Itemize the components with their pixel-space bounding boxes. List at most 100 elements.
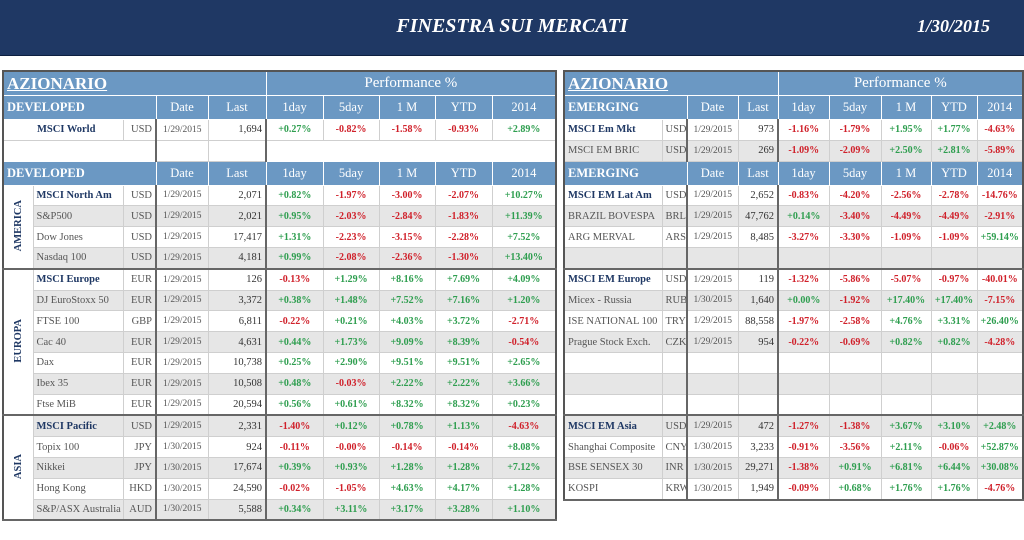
index-name: DJ EuroStoxx 50 bbox=[32, 289, 124, 312]
last-value: 4,181 bbox=[207, 246, 268, 270]
region-label: EUROPA bbox=[2, 268, 34, 417]
empty-cell bbox=[661, 351, 688, 374]
index-name: Micex - Russia bbox=[563, 289, 663, 312]
column-header-m1: 1 M bbox=[378, 160, 436, 186]
perf-d5: -0.03% bbox=[322, 372, 380, 395]
empty-cell bbox=[737, 351, 779, 374]
currency: EUR bbox=[122, 351, 157, 374]
last-value: 126 bbox=[207, 268, 268, 291]
currency: AUD bbox=[122, 498, 157, 522]
perf-y2014: +13.40% bbox=[491, 246, 557, 270]
currency: USD bbox=[661, 414, 688, 438]
perf-d1: -3.27% bbox=[777, 226, 830, 248]
perf-ytd: +8.39% bbox=[434, 331, 493, 353]
empty-cell bbox=[976, 372, 1024, 395]
column-header-m1: 1 M bbox=[378, 95, 436, 120]
currency: USD bbox=[122, 119, 157, 141]
column-header-date: Date bbox=[155, 95, 209, 120]
currency: HKD bbox=[122, 477, 157, 500]
index-name: FTSE 100 bbox=[32, 310, 124, 333]
perf-ytd: +9.51% bbox=[434, 351, 493, 374]
table-row: EUROPA MSCI Europe EUR 1/29/2015 126 -0.13% +1… bbox=[2, 268, 557, 417]
perf-m1: +2.11% bbox=[880, 436, 932, 458]
perf-d1: -1.09% bbox=[777, 139, 830, 162]
perf-d1: +0.95% bbox=[265, 205, 324, 228]
perf-d1: -1.32% bbox=[777, 268, 830, 291]
last-value: 2,652 bbox=[737, 184, 779, 207]
table-row: BSE SENSEX 30 INR 1/30/2015 29,271 -1.38% +0.… bbox=[563, 456, 1024, 479]
last-value: 1,640 bbox=[737, 289, 779, 312]
perf-d5: +1.29% bbox=[322, 268, 380, 291]
table-row: MSCI Em Mkt USD 1/29/2015 973 -1.16% -1.79% +1… bbox=[563, 119, 1024, 141]
column-header-d1: 1day bbox=[265, 160, 324, 186]
perf-m1: +3.67% bbox=[880, 414, 932, 438]
quote-date: 1/30/2015 bbox=[155, 456, 209, 479]
currency: USD bbox=[661, 139, 688, 162]
perf-y2014: +7.52% bbox=[491, 226, 557, 248]
perf-m1: +17.40% bbox=[880, 289, 932, 312]
currency: CZK bbox=[661, 331, 688, 353]
last-value: 3,233 bbox=[737, 436, 779, 458]
empty-cell bbox=[930, 372, 978, 395]
perf-m1: +0.78% bbox=[378, 414, 436, 438]
table-row: Topix 100 JPY 1/30/2015 924 -0.11% -0.00% -0.1… bbox=[3, 436, 557, 458]
empty-cell bbox=[661, 246, 688, 270]
table-row: Hong Kong HKD 1/30/2015 24,590 -0.02% -1.05% +… bbox=[3, 477, 557, 500]
perf-ytd: -2.07% bbox=[434, 184, 493, 207]
empty-cell bbox=[563, 372, 663, 395]
empty-cell bbox=[880, 246, 932, 270]
perf-d5: -2.23% bbox=[322, 226, 380, 248]
currency: USD bbox=[122, 205, 157, 228]
perf-m1: +7.52% bbox=[378, 289, 436, 312]
table-row: MSCI World USD 1/29/2015 1,694 +0.27% -0.82% -… bbox=[2, 119, 557, 141]
perf-y2014: +10.27% bbox=[491, 184, 557, 207]
perf-d1: -0.22% bbox=[265, 310, 324, 333]
perf-ytd: +1.76% bbox=[930, 477, 978, 501]
region-name: AMERICA bbox=[12, 199, 24, 251]
perf-m1: +4.76% bbox=[880, 310, 932, 333]
perf-ytd: +7.69% bbox=[434, 268, 493, 291]
last-value: 973 bbox=[737, 119, 779, 141]
region-label: AMERICA bbox=[2, 184, 34, 270]
currency: RUB bbox=[661, 289, 688, 312]
table-row: Nasdaq 100 USD 1/29/2015 4,181 +0.99% -2.08% -… bbox=[3, 246, 557, 270]
perf-d5: +0.93% bbox=[322, 456, 380, 479]
perf-y2014: -5.89% bbox=[976, 139, 1024, 162]
section-label: EMERGING bbox=[563, 160, 688, 186]
perf-d5: -2.08% bbox=[322, 246, 380, 270]
quote-date: 1/29/2015 bbox=[155, 246, 209, 270]
perf-ytd: +4.17% bbox=[434, 477, 493, 500]
quote-date: 1/29/2015 bbox=[155, 331, 209, 353]
quote-date: 1/30/2015 bbox=[155, 498, 209, 522]
table-row bbox=[563, 393, 1024, 417]
perf-d1: +0.27% bbox=[265, 119, 324, 141]
column-header-ytd: YTD bbox=[434, 160, 493, 186]
table-row: ISE NATIONAL 100 TRY 1/29/2015 88,558 -1.97%… bbox=[563, 310, 1024, 333]
perf-d5: +3.11% bbox=[322, 498, 380, 522]
last-value: 5,588 bbox=[207, 498, 268, 522]
quote-date: 1/29/2015 bbox=[686, 414, 739, 438]
perf-d5: +0.61% bbox=[322, 393, 380, 417]
index-name: Cac 40 bbox=[32, 331, 124, 353]
index-name: Dax bbox=[32, 351, 124, 374]
perf-m1: -2.56% bbox=[880, 184, 932, 207]
perf-d1: +0.44% bbox=[265, 331, 324, 353]
empty-cell bbox=[976, 393, 1024, 417]
column-header-row: DEVELOPED Date Last 1day 5day 1 M YTD 2014 bbox=[2, 95, 557, 120]
last-value: 1,949 bbox=[737, 477, 779, 501]
perf-m1: +3.17% bbox=[378, 498, 436, 522]
currency: CNY bbox=[661, 436, 688, 458]
empty-cell bbox=[737, 246, 779, 270]
quote-date: 1/29/2015 bbox=[155, 351, 209, 374]
perf-d5: -0.69% bbox=[828, 331, 882, 353]
perf-y2014: -14.76% bbox=[976, 184, 1024, 207]
perf-d1: -1.97% bbox=[777, 310, 830, 333]
column-header-d1: 1day bbox=[777, 95, 830, 120]
spacer-row bbox=[3, 139, 557, 162]
last-value: 20,594 bbox=[207, 393, 268, 417]
perf-d1: -1.38% bbox=[777, 456, 830, 479]
column-header-m1: 1 M bbox=[880, 160, 932, 186]
perf-ytd: -1.30% bbox=[434, 246, 493, 270]
perf-y2014: -2.71% bbox=[491, 310, 557, 333]
empty-cell bbox=[686, 246, 739, 270]
